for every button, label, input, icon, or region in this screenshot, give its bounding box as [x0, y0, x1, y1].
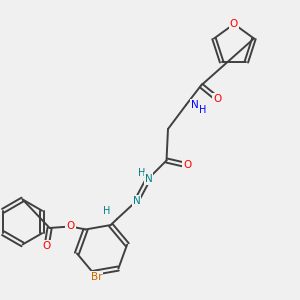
- Text: H: H: [138, 168, 146, 178]
- Text: N: N: [145, 173, 152, 184]
- Text: O: O: [67, 221, 75, 232]
- Text: H: H: [199, 105, 206, 116]
- Text: Br: Br: [91, 272, 102, 282]
- Text: O: O: [183, 160, 192, 170]
- Text: H: H: [103, 206, 110, 217]
- Text: O: O: [213, 94, 222, 104]
- Text: O: O: [230, 19, 238, 29]
- Text: O: O: [43, 241, 51, 251]
- Text: N: N: [133, 196, 140, 206]
- Text: N: N: [191, 100, 199, 110]
